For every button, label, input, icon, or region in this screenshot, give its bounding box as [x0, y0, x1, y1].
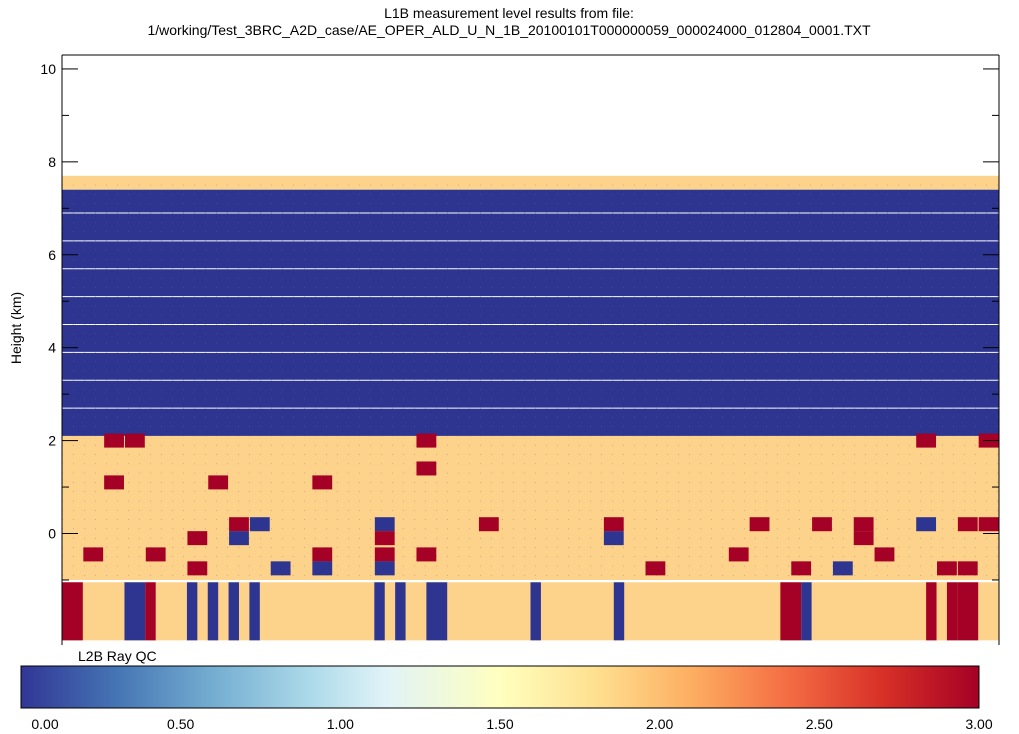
colorbar-tick-label: 2.50: [806, 716, 833, 732]
cell-2: [416, 433, 437, 448]
cell-16: [853, 517, 874, 532]
cell-11: [374, 517, 395, 532]
ray-qc-strip-13: [801, 582, 812, 641]
cell-5: [416, 461, 437, 476]
ray-qc-strip-7: [374, 582, 385, 641]
cell-40: [957, 561, 978, 576]
y-tick-label: 6: [48, 247, 56, 263]
colorbar-tick-label: 1.00: [327, 716, 354, 732]
ray-qc-strip-4: [207, 582, 219, 641]
layer-1: [62, 189, 999, 436]
cell-31: [874, 547, 895, 562]
ray-qc-strip-12: [780, 582, 802, 641]
cell-17: [916, 517, 937, 532]
layer-0: [62, 175, 999, 190]
cell-7: [208, 475, 229, 490]
y-tick-label: 2: [48, 433, 56, 449]
cell-22: [374, 531, 395, 546]
cell-9: [229, 517, 249, 532]
y-axis-label: Height (km): [8, 292, 24, 364]
cell-37: [791, 561, 812, 576]
cell-13: [603, 517, 624, 532]
cell-25: [83, 547, 104, 562]
colorbar-tick-label: 0.50: [167, 716, 194, 732]
cell-12: [478, 517, 499, 532]
ray-qc-strip-9: [426, 582, 448, 641]
cell-3: [916, 433, 937, 448]
cell-30: [728, 547, 749, 562]
cell-1: [124, 433, 145, 448]
cell-27: [312, 547, 333, 562]
y-tick-label: 10: [40, 61, 56, 77]
cell-26: [145, 547, 166, 562]
ray-qc-panel: [62, 582, 999, 641]
cell-36: [645, 561, 666, 576]
cell-14: [749, 517, 770, 532]
ray-qc-strip-1: [124, 582, 146, 641]
colorbar-tick-label: 2.00: [646, 716, 673, 732]
cell-29: [416, 547, 437, 562]
ray-qc-strip-15: [946, 582, 958, 641]
ray-qc-strip-10: [530, 582, 541, 641]
ray-qc-strip-3: [186, 582, 198, 641]
cell-24: [853, 531, 874, 546]
axes: 10 8 6 4 2 0: [40, 54, 1000, 645]
y-tick-label: 0: [48, 526, 56, 542]
colorbar: 0.00 0.50 1.00 1.50 2.00 2.50 3.00: [20, 665, 993, 732]
ray-qc-strip-6: [249, 582, 260, 641]
ray-qc-strip-5: [228, 582, 239, 641]
colorbar-tick-label: 3.00: [965, 716, 992, 732]
cell-15: [812, 517, 832, 532]
cell-32: [187, 561, 208, 576]
cell-39: [937, 561, 957, 576]
cell-19: [978, 517, 999, 532]
ray-qc-strip-2: [145, 582, 156, 641]
cell-18: [957, 517, 978, 532]
colorbar-tick-label: 1.50: [486, 716, 513, 732]
colorbar-gradient: [20, 665, 980, 709]
ray-qc-strip-14: [926, 582, 937, 641]
layer-2: [62, 435, 999, 580]
cell-33: [270, 561, 291, 576]
chart-title-line-2: 1/working/Test_3BRC_A2D_case/AE_OPER_ALD…: [147, 22, 871, 38]
ray-qc-strip-16: [957, 582, 979, 641]
plot-area: [62, 175, 999, 580]
cell-8: [312, 475, 333, 490]
cell-10: [249, 517, 270, 532]
cell-28: [374, 547, 395, 562]
cell-35: [374, 561, 395, 576]
chart-title-line-1: L1B measurement level results from file:: [384, 5, 634, 21]
cell-0: [104, 433, 124, 448]
ray-qc-label: L2B Ray QC: [78, 648, 157, 664]
cell-20: [187, 531, 208, 546]
cell-34: [312, 561, 333, 576]
colorbar-tick-label: 0.00: [31, 716, 58, 732]
ray-qc-strip-8: [395, 582, 406, 641]
cell-6: [104, 475, 124, 490]
y-tick-label: 8: [48, 154, 56, 170]
ray-qc-strip-0: [62, 582, 83, 641]
cell-23: [603, 531, 624, 546]
ray-qc-strip-11: [613, 582, 625, 641]
cell-38: [832, 561, 853, 576]
cell-21: [229, 531, 249, 546]
y-tick-label: 4: [48, 340, 56, 356]
